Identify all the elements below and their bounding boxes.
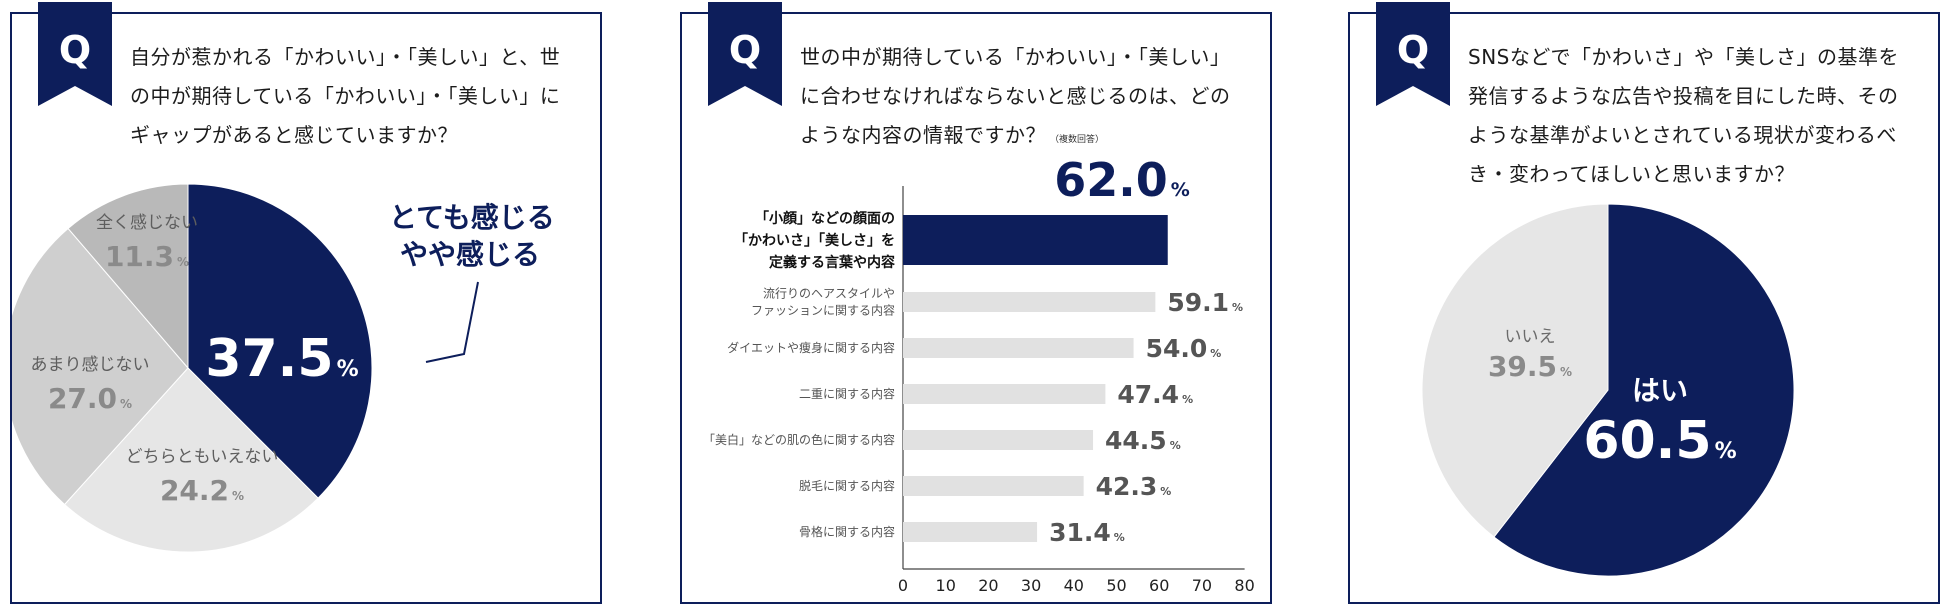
- category-label: 定義する言葉や内容: [769, 254, 895, 271]
- bar-3: [903, 338, 1134, 358]
- value-label-3: 54.0%: [1146, 334, 1222, 363]
- value-label-5-number: 44.5: [1105, 426, 1167, 455]
- slice-label-1: はい: [1632, 374, 1688, 407]
- category-label: ダイエットや痩身に関する内容: [727, 340, 895, 355]
- callout-line2: やや感じる: [400, 238, 540, 271]
- slice-value-3-unit: %: [120, 397, 132, 411]
- value-label-1-number: 62.0: [1054, 153, 1168, 207]
- value-label-7-number: 31.4: [1049, 518, 1111, 547]
- question-body: 世の中が期待している「かわいい」・「美しい」に合わせなければならないと感じるのは…: [800, 45, 1231, 147]
- category-label: 「かわいさ」「美しさ」を: [734, 232, 895, 249]
- x-tick-label: 50: [1106, 576, 1126, 595]
- q-letter: Q: [1396, 28, 1430, 72]
- value-label-4-number: 47.4: [1117, 380, 1179, 409]
- q-letter: Q: [58, 28, 92, 72]
- x-tick-label: 20: [978, 576, 998, 595]
- question-text: 世の中が期待している「かわいい」・「美しい」に合わせなければならないと感じるのは…: [800, 38, 1250, 160]
- slice-value-2-unit: %: [1560, 365, 1572, 379]
- x-tick-label: 30: [1021, 576, 1041, 595]
- pie-slice-1: [187, 183, 373, 499]
- x-tick-label: 60: [1149, 576, 1169, 595]
- slice-value-4-number: 11.3: [105, 240, 174, 273]
- category-label: 骨格に関する内容: [799, 524, 895, 539]
- category-label: ファッションに関する内容: [751, 303, 895, 318]
- slice-value-1-unit: %: [1715, 439, 1737, 464]
- slice-value-1-number: 37.5: [205, 329, 333, 389]
- category-label: 脱毛に関する内容: [799, 478, 895, 493]
- slice-value-2: 39.5%: [1488, 350, 1572, 383]
- value-label-3-unit: %: [1210, 347, 1221, 360]
- slice-label-2: いいえ: [1505, 327, 1556, 347]
- slice-value-3-number: 27.0: [48, 382, 117, 415]
- pie-slice-2: [1421, 203, 1609, 538]
- value-label-4-unit: %: [1182, 393, 1193, 406]
- slice-value-2-number: 24.2: [160, 474, 229, 507]
- bar-1: [903, 215, 1168, 265]
- bar-7: [903, 522, 1038, 542]
- q-badge: Q: [708, 2, 782, 106]
- multiple-answer-note: （複数回答）: [1050, 135, 1105, 145]
- x-tick-label: 40: [1064, 576, 1084, 595]
- slice-value-3: 27.0%: [48, 382, 132, 415]
- value-label-2-number: 59.1: [1167, 288, 1229, 317]
- pie-slice-1: [1493, 203, 1795, 577]
- value-label-6-number: 42.3: [1096, 472, 1158, 501]
- slice-label-2: どちらともいえない: [126, 447, 279, 467]
- q-badge: Q: [1376, 2, 1450, 106]
- category-label: 二重に関する内容: [799, 386, 895, 401]
- slice-label-3: あまり感じない: [31, 355, 150, 375]
- x-tick-label: 70: [1192, 576, 1212, 595]
- pie-chart-change: はい 60.5 % いいえ 39.5%: [1421, 203, 1795, 577]
- category-label: 「美白」などの肌の色に関する内容: [703, 432, 895, 447]
- pie-slice-3: [12, 227, 189, 506]
- value-label-3-number: 54.0: [1146, 334, 1208, 363]
- value-label-7: 31.4%: [1049, 518, 1125, 547]
- value-label-2: 59.1%: [1167, 288, 1243, 317]
- bar-2: [903, 292, 1156, 312]
- value-label-1: 62.0%: [1054, 153, 1190, 207]
- slice-value-1: 60.5%: [1583, 411, 1736, 471]
- bar-chart-info: 0 10 20 30 40 50 60 70 80 「小顔」などの顔面の「かわいさ」「美しさ」を定…: [703, 153, 1255, 595]
- value-label-7-unit: %: [1114, 531, 1125, 544]
- panel-info-question: Q 世の中が期待している「かわいい」・「美しい」に合わせなければならないと感じる…: [680, 2, 1272, 604]
- slice-value-2: 24.2%: [160, 474, 244, 507]
- pie-slice-2: [63, 367, 319, 553]
- pie-slice-4: [67, 183, 189, 370]
- q-letter: Q: [728, 28, 762, 72]
- slice-value-4-unit: %: [177, 255, 189, 269]
- pie-chart-gap: 37.5 % どちらともいえない 24.2 % あまり感じない 27.0 % 全く感じない 11.…: [12, 183, 555, 553]
- bar-4: [903, 384, 1106, 404]
- value-label-5: 44.5%: [1105, 426, 1181, 455]
- question-text: SNSなどで「かわいさ」や「美しさ」の基準を発信するような広告や投稿を目にした時…: [1468, 45, 1899, 186]
- x-tick-label: 80: [1234, 576, 1254, 595]
- slice-label-4: 全く感じない: [96, 213, 198, 233]
- q-badge: Q: [38, 2, 112, 106]
- slice-value-1: 37.5%: [205, 329, 358, 389]
- bar-6: [903, 476, 1084, 496]
- value-label-6-unit: %: [1160, 485, 1171, 498]
- x-tick-label: 10: [936, 576, 956, 595]
- category-label: 流行りのヘアスタイルや: [763, 287, 895, 301]
- panel-gap-question: Q 自分が惹かれる「かわいい」・「美しい」と、世の中が期待している「かわいい」・…: [10, 2, 602, 604]
- callout-leader: [425, 281, 479, 363]
- category-label: 「小顔」などの顔面の: [755, 210, 895, 227]
- slice-value-2-number: 39.5: [1488, 350, 1557, 383]
- value-label-2-unit: %: [1232, 301, 1243, 314]
- panel-change-question: Q SNSなどで「かわいさ」や「美しさ」の基準を発信するような広告や投稿を目にし…: [1348, 2, 1940, 604]
- value-label-5-unit: %: [1170, 439, 1181, 452]
- callout-line1: とても感じる: [389, 201, 555, 234]
- slice-value-4: 11.3%: [105, 240, 189, 273]
- slice-value-1-number: 60.5: [1583, 411, 1711, 471]
- question-text: 自分が惹かれる「かわいい」・「美しい」と、世の中が期待している「かわいい」・「美…: [130, 45, 561, 147]
- value-label-6: 42.3%: [1096, 472, 1172, 501]
- value-label-1-unit: %: [1171, 179, 1190, 201]
- slice-value-1-unit: %: [337, 357, 359, 382]
- bar-5: [903, 430, 1094, 450]
- slice-value-2-unit: %: [232, 489, 244, 503]
- x-tick-label: 0: [898, 576, 908, 595]
- value-label-4: 47.4%: [1117, 380, 1193, 409]
